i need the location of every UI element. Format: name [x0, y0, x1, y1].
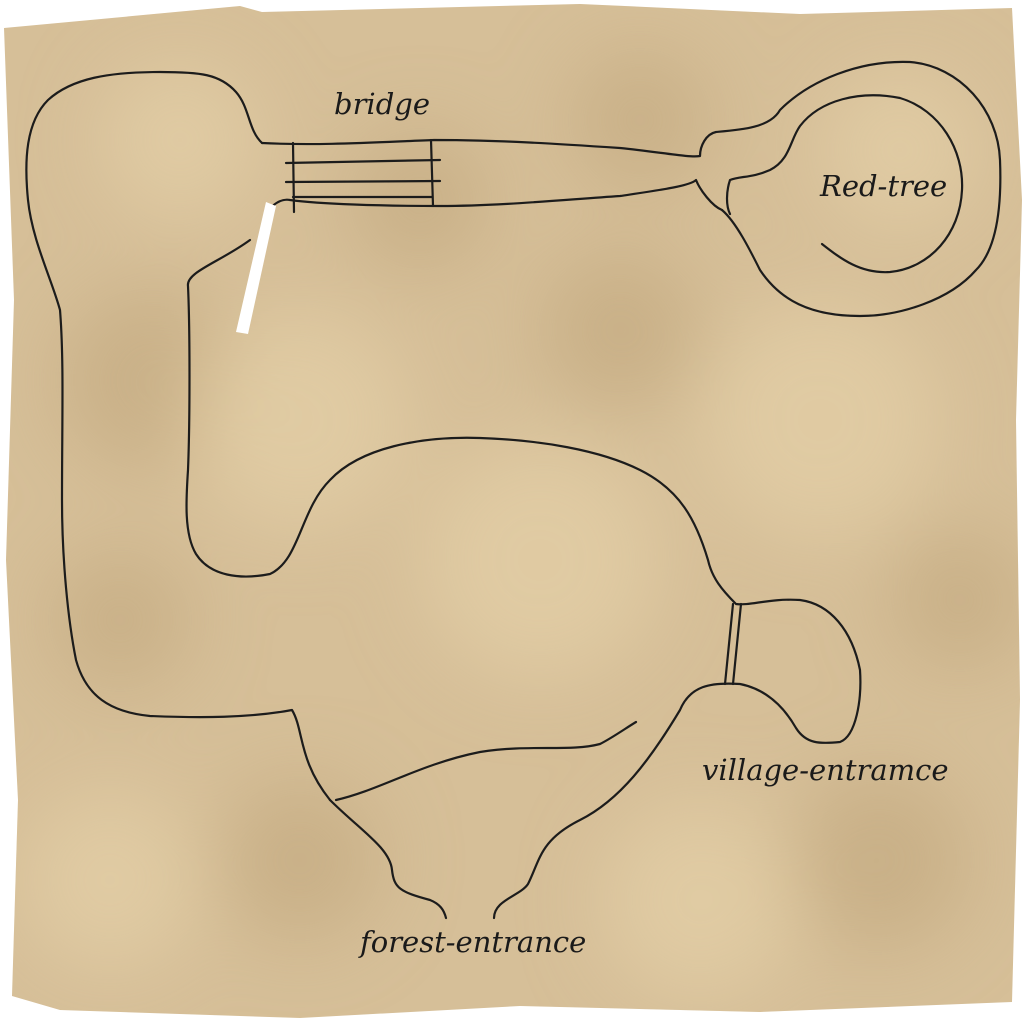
parchment-sheet: [4, 4, 1022, 1018]
bridge-rope-1: [284, 158, 442, 165]
trail-forest-right: [185, 238, 862, 920]
trail-forest-left: [328, 798, 448, 920]
white-erased-mark: [236, 202, 276, 334]
trail-bridge-top: [260, 60, 1002, 318]
village-bridge-line-a: [723, 602, 735, 686]
label-forest-entrance: forest-entrance: [358, 925, 586, 959]
map-labels: bridge Red-tree village-entramce forest-…: [334, 87, 949, 959]
label-village-entrance: village-entramce: [702, 753, 949, 787]
trail-red-tree-spiral: [725, 94, 964, 274]
label-bridge: bridge: [334, 87, 430, 121]
parchment-texture: [20, 50, 1022, 1000]
trail-lines: [25, 60, 1002, 920]
trail-inner-curve: [334, 720, 638, 802]
label-red-tree: Red-tree: [819, 169, 947, 203]
trail-outer-left: [25, 70, 332, 802]
bridge-plank-left: [291, 141, 296, 214]
trail-bridge-bottom: [264, 178, 724, 214]
bridge-rope-2: [284, 179, 442, 184]
village-bridge-line-b: [731, 602, 743, 686]
bridge-plank-right: [429, 138, 435, 208]
